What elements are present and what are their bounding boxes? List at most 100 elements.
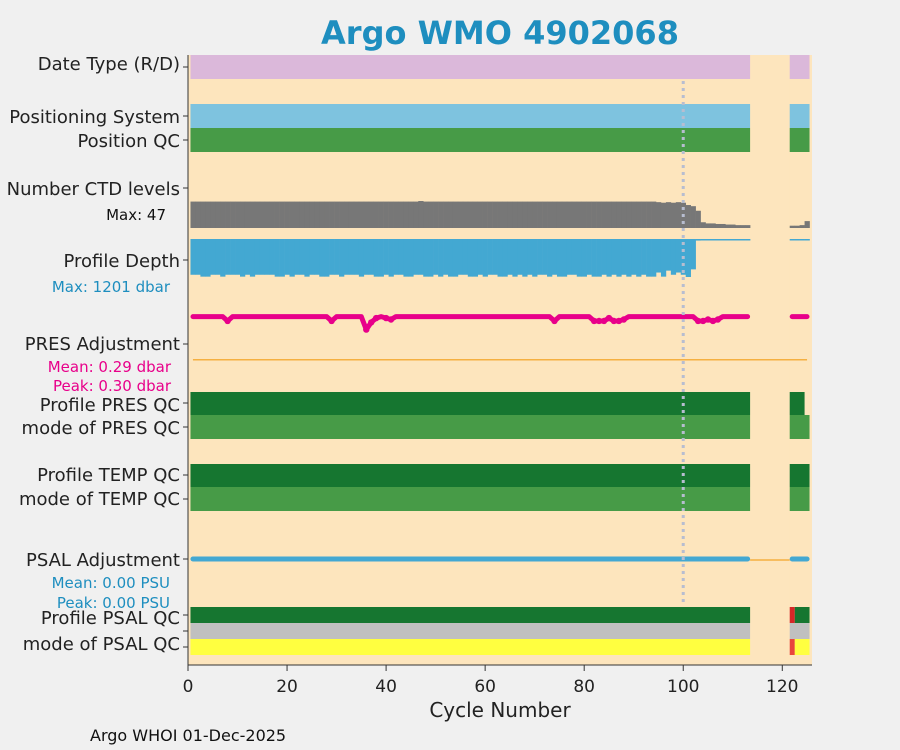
ctd-bar-16 xyxy=(264,201,271,228)
pres-point-85 xyxy=(605,314,613,322)
ctd-bar-64 xyxy=(502,201,508,228)
depth-bar-27 xyxy=(319,239,325,277)
depth-bar-60 xyxy=(482,239,488,277)
depth-bar-21 xyxy=(289,239,295,277)
pres-point-103 xyxy=(694,317,702,325)
ctd-bar-51 xyxy=(438,201,444,228)
depth-bar-58 xyxy=(472,239,479,277)
ctd-bar-98 xyxy=(670,202,677,228)
depth-bar-50 xyxy=(433,239,439,275)
depth-bar-48 xyxy=(423,239,429,277)
depth-bar-90 xyxy=(631,239,637,275)
ctd-bar-12 xyxy=(244,201,251,228)
depth-bar-70 xyxy=(532,239,538,277)
label-depth-max: Max: 1201 dbar xyxy=(52,278,171,296)
ctd-bar-113 xyxy=(745,225,751,228)
ctd-bar-78 xyxy=(571,201,578,228)
ctd-bar-123 xyxy=(794,225,800,228)
ctd-bar-11 xyxy=(240,201,246,228)
row-9-bar-1 xyxy=(794,639,810,655)
ctd-bar-61 xyxy=(487,201,493,228)
ctd-bar-4 xyxy=(205,201,211,228)
depth-bar-4 xyxy=(205,239,211,277)
row-3-bar-0 xyxy=(190,392,751,415)
depth-bar-59 xyxy=(477,239,483,275)
row-6-bar-1 xyxy=(789,487,810,511)
depth-bar-110 xyxy=(730,239,736,241)
ctd-bar-58 xyxy=(472,201,479,228)
depth-bar-77 xyxy=(566,239,573,275)
ctd-bar-31 xyxy=(339,201,345,228)
x-tick-label-1: 20 xyxy=(276,677,298,697)
depth-bar-53 xyxy=(448,239,454,277)
row-2-bar-1 xyxy=(789,128,810,152)
ctd-bar-76 xyxy=(561,201,568,228)
pres-point-107 xyxy=(714,316,722,323)
row-7-bar-0 xyxy=(190,607,751,623)
ctd-bar-80 xyxy=(581,201,587,228)
depth-bar-79 xyxy=(576,239,583,277)
row-9-bar-0 xyxy=(190,639,751,655)
ctd-bar-70 xyxy=(532,201,538,228)
pres-point-88 xyxy=(620,316,628,323)
x-axis: 0 20 40 60 80 100 120 xyxy=(183,55,812,697)
pres-point-40 xyxy=(382,314,390,322)
depth-bar-88 xyxy=(621,239,627,275)
ctd-bar-24 xyxy=(304,201,310,228)
depth-bar-32 xyxy=(344,239,350,275)
depth-bar-13 xyxy=(249,239,256,277)
depth-bar-5 xyxy=(210,239,216,275)
ctd-bar-34 xyxy=(353,201,360,228)
depth-bar-109 xyxy=(725,239,731,241)
depth-bar-93 xyxy=(646,239,652,277)
pres-point-37 xyxy=(368,319,375,326)
pres-point-74 xyxy=(551,317,558,325)
depth-bar-26 xyxy=(314,239,320,275)
x-tick-label-0: 0 xyxy=(183,677,194,697)
ctd-bar-103 xyxy=(695,210,701,228)
pres-point-86 xyxy=(610,317,618,325)
ctd-bar-107 xyxy=(715,223,721,228)
marks-layer xyxy=(190,55,810,655)
ctd-bar-22 xyxy=(294,201,300,228)
depth-bar-66 xyxy=(512,239,518,277)
ctd-bar-37 xyxy=(368,201,375,228)
ctd-bar-85 xyxy=(606,201,612,228)
depth-bar-12 xyxy=(244,239,251,275)
depth-bar-71 xyxy=(537,239,543,275)
ctd-bar-83 xyxy=(596,201,602,228)
depth-bar-42 xyxy=(393,239,399,275)
ctd-bar-59 xyxy=(477,201,483,228)
depth-bar-76 xyxy=(561,239,568,277)
depth-bar-57 xyxy=(467,239,474,277)
depth-bar-18 xyxy=(274,239,280,277)
depth-bar-3 xyxy=(200,239,206,277)
row-0-bar-0 xyxy=(190,55,751,79)
ctd-bar-5 xyxy=(210,201,216,228)
x-tick-label-2: 40 xyxy=(375,677,397,697)
ctd-bar-109 xyxy=(725,224,731,228)
row-5-bar-0 xyxy=(190,464,751,487)
pres-point-29 xyxy=(328,317,335,325)
ctd-bar-101 xyxy=(685,205,691,228)
label-psal-adjustment: PSAL Adjustment xyxy=(26,550,180,571)
depth-bar-44 xyxy=(403,239,409,277)
label-pres-adjustment: PRES Adjustment xyxy=(25,334,180,355)
footer-credit: Argo WHOI 01-Dec-2025 xyxy=(90,726,286,745)
depth-bar-8 xyxy=(225,239,231,275)
ctd-bar-71 xyxy=(537,201,543,228)
ctd-bar-52 xyxy=(443,201,449,228)
ctd-bar-96 xyxy=(660,202,667,228)
label-profile-depth: Profile Depth xyxy=(63,251,180,272)
x-tick-label-4: 80 xyxy=(573,677,595,697)
ctd-bar-57 xyxy=(467,201,474,228)
ctd-bar-44 xyxy=(403,201,409,228)
ctd-bar-2 xyxy=(195,201,201,228)
ctd-bar-72 xyxy=(542,201,548,228)
depth-bar-75 xyxy=(556,239,563,277)
chart-title: Argo WMO 4902068 xyxy=(321,14,679,52)
depth-bar-9 xyxy=(230,239,236,275)
depth-bar-87 xyxy=(616,239,622,277)
depth-bar-125 xyxy=(804,239,810,241)
